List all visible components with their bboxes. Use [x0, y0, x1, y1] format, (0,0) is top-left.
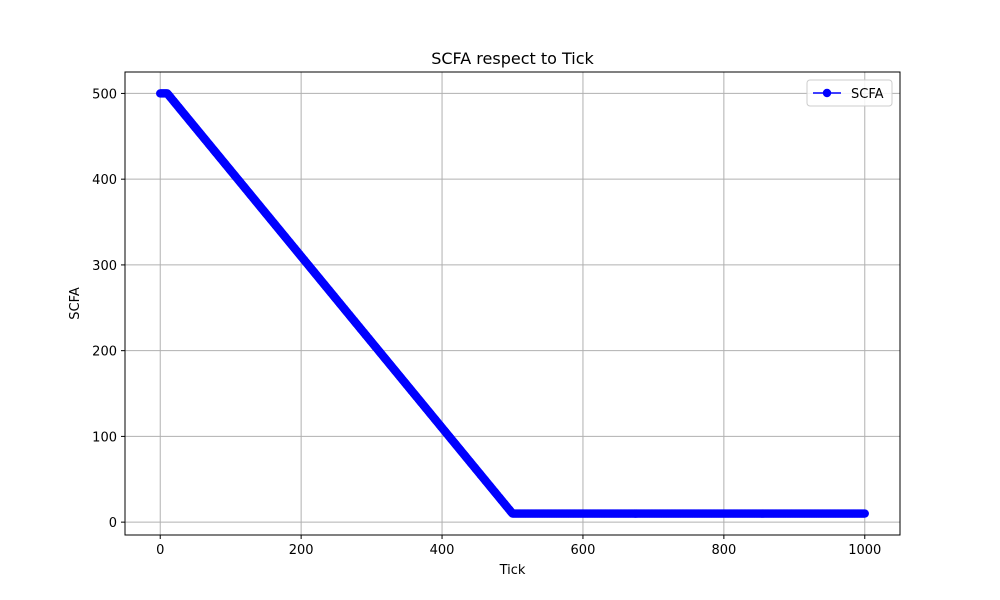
chart-title: SCFA respect to Tick: [431, 49, 594, 68]
series-points: [156, 89, 869, 518]
plot-frame: [124, 71, 901, 536]
data-point: [860, 509, 869, 518]
legend: SCFA: [806, 79, 893, 107]
series-layer: [156, 89, 869, 518]
y-tick-label: 100: [92, 430, 117, 445]
y-tick-label: 0: [109, 516, 117, 531]
x-axis-label: Tick: [499, 563, 526, 578]
x-axis: 0 200 400 600 800 1000: [156, 535, 881, 558]
y-axis-label: SCFA: [68, 287, 83, 320]
y-tick-label: 500: [92, 87, 117, 102]
legend-box: [806, 79, 893, 107]
y-tick-label: 400: [92, 173, 117, 188]
x-tick-label: 800: [711, 543, 736, 558]
x-tick-label: 600: [571, 543, 596, 558]
y-axis: 0 100 200 300 400 500: [92, 87, 125, 531]
x-tick-label: 400: [430, 543, 455, 558]
legend-marker: [822, 88, 832, 98]
legend-label: SCFA: [851, 87, 884, 102]
x-tick-label: 0: [156, 543, 164, 558]
x-tick-label: 1000: [848, 543, 881, 558]
y-tick-label: 200: [92, 345, 117, 360]
x-tick-label: 200: [289, 543, 314, 558]
y-tick-label: 300: [92, 259, 117, 274]
grid: [125, 72, 900, 535]
